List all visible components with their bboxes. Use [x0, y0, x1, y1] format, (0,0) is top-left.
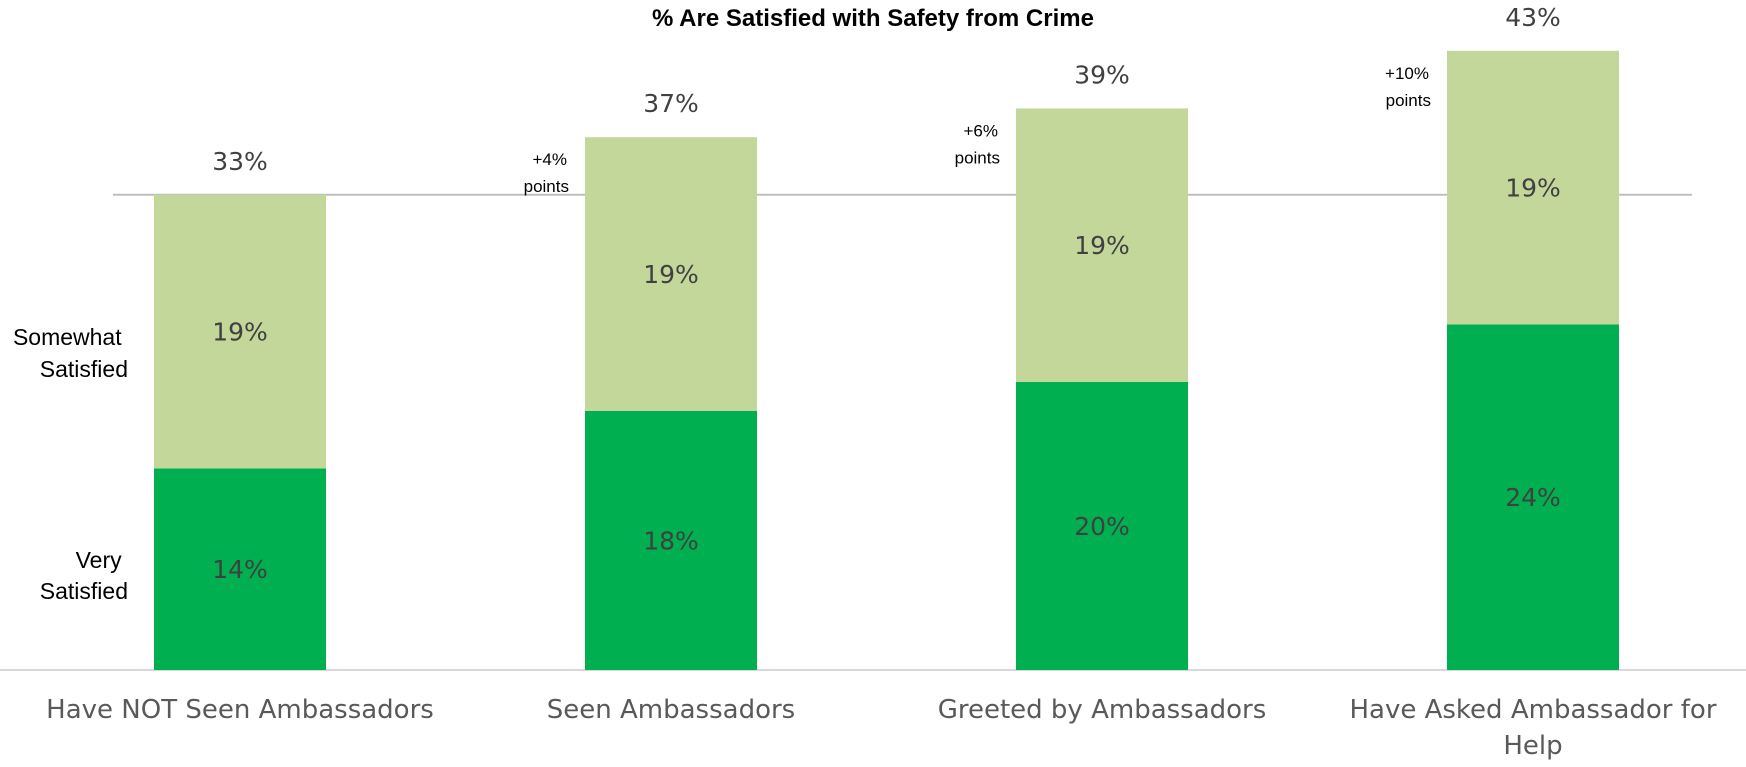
total-label-0: 33%: [212, 147, 268, 176]
legend-very-satisfied: Very Satisfied: [40, 547, 128, 604]
difference-unit-3: points: [1386, 91, 1431, 110]
bar-very-0: [154, 468, 326, 670]
difference-value-2: +6%: [964, 121, 999, 140]
bar-very-2: [1016, 382, 1188, 670]
chart-title: % Are Satisfied with Safety from Crime: [652, 5, 1094, 32]
legend-somewhat-line-1: Somewhat: [13, 324, 122, 350]
data-label-somewhat-3: 19%: [1505, 174, 1561, 203]
legend-somewhat-line-2: Satisfied: [40, 356, 128, 382]
difference-value-1: +4%: [533, 150, 568, 169]
legend-very-line-2: Satisfied: [40, 578, 128, 604]
total-label-1: 37%: [643, 89, 699, 118]
data-label-very-3: 24%: [1505, 483, 1561, 512]
total-label-3: 43%: [1505, 3, 1561, 32]
data-label-somewhat-2: 19%: [1074, 231, 1130, 260]
bar-somewhat-2: [1016, 108, 1188, 383]
legend: Somewhat Satisfied Very Satisfied: [13, 324, 128, 604]
category-label-line-1-0: Seen Ambassadors: [547, 695, 795, 725]
plot-area: 14% 19% 33% Have NOT Seen Ambassadors 18% 19%…: [0, 3, 1746, 761]
difference-unit-1: points: [524, 177, 569, 196]
category-label-line-2-0: Greeted by Ambassadors: [938, 695, 1267, 725]
total-label-2: 39%: [1074, 60, 1130, 89]
difference-label-1: +4% points: [524, 150, 569, 196]
difference-unit-2: points: [955, 148, 1000, 167]
category-label-line-3-1: Help: [1503, 731, 1562, 761]
bar-somewhat-1: [585, 137, 757, 411]
data-label-somewhat-0: 19%: [212, 318, 268, 347]
bar-very-3: [1447, 324, 1619, 670]
category-label-1: Seen Ambassadors: [547, 695, 795, 725]
legend-somewhat-satisfied: Somewhat Satisfied: [13, 324, 128, 382]
data-label-somewhat-1: 19%: [643, 260, 699, 289]
data-label-very-2: 20%: [1074, 512, 1130, 541]
bar-somewhat-0: [154, 194, 326, 469]
data-label-very-1: 18%: [643, 526, 699, 555]
category-label-2: Greeted by Ambassadors: [938, 695, 1267, 725]
legend-very-line-1: Very: [76, 547, 123, 573]
category-label-line-3-0: Have Asked Ambassador for: [1349, 695, 1716, 725]
difference-label-3: +10% points: [1385, 64, 1431, 110]
category-label-line-0-0: Have NOT Seen Ambassadors: [46, 695, 434, 725]
data-label-very-0: 14%: [212, 555, 268, 584]
difference-label-2: +6% points: [955, 121, 1000, 167]
difference-value-3: +10%: [1385, 64, 1429, 83]
category-label-0: Have NOT Seen Ambassadors: [46, 695, 434, 725]
category-label-3: Have Asked Ambassador for Help: [1349, 695, 1716, 761]
bar-very-1: [585, 410, 757, 670]
bar-somewhat-3: [1447, 50, 1619, 325]
